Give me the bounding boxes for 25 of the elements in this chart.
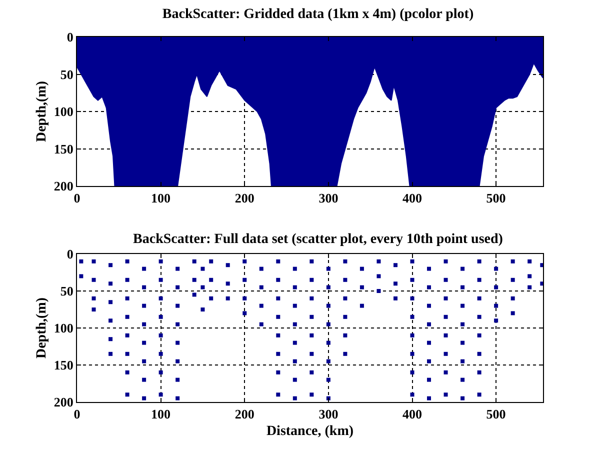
x-tick-label: 500 [486,190,506,206]
y-tick-label: 150 [54,141,74,156]
y-tick-label: 0 [66,246,74,262]
x-tick-label: 300 [318,190,338,206]
y-tick-label: 100 [54,104,74,120]
y-tick-label: 200 [54,394,74,410]
x-axis-title: Distance, (km) [266,424,354,439]
y-axis-title: Depth,(m) [34,80,50,142]
x-tick-label: 200 [234,406,254,422]
y-tick-label: 150 [54,358,74,373]
chart-title: BackScatter: Gridded data (1km x 4m) (pcolor plot) [162,6,474,22]
x-tick-label: 400 [402,190,422,206]
x-tick-label: 200 [234,190,254,206]
chart-title: BackScatter: Full data set (scatter plot, every 10th point used) [133,232,504,247]
x-tick-label: 500 [486,406,506,422]
x-tick-label: 100 [151,406,171,422]
y-tick-label: 0 [66,30,74,45]
x-tick-label: 300 [318,406,338,422]
y-tick-label: 50 [60,66,74,82]
y-tick-label: 200 [54,178,74,194]
y-axis-title: Depth,(m) [34,297,50,359]
x-tick-label: 100 [151,190,171,206]
y-tick-label: 50 [60,284,74,299]
y-tick-label: 100 [54,320,74,336]
x-tick-label: 400 [402,406,422,422]
